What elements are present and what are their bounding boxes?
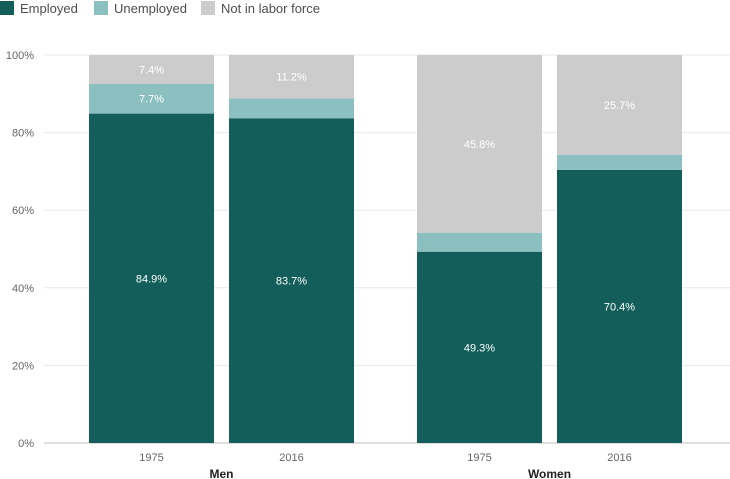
group-label-men: Men — [210, 467, 234, 479]
legend-swatch-unemployed — [94, 1, 108, 15]
data-label: 45.8% — [464, 139, 495, 151]
bar-segment-employed — [557, 169, 682, 443]
y-tick-label: 80% — [12, 128, 34, 140]
y-tick-label: 0% — [18, 438, 34, 450]
bar-segment-unemployed — [557, 154, 682, 170]
y-tick-label: 40% — [12, 283, 34, 295]
y-tick-label: 60% — [12, 205, 34, 217]
data-label: 7.7% — [139, 94, 164, 106]
data-label: 7.4% — [139, 64, 164, 76]
y-axis-ticks: 0% 20% 40% 60% 80% 100% — [6, 50, 34, 450]
legend-swatch-employed — [0, 1, 14, 15]
bar-segment-employed — [89, 113, 214, 443]
legend-swatch-not-in-labor-force — [201, 1, 215, 15]
bar-segment-unemployed — [89, 83, 214, 114]
y-tick-label: 20% — [12, 360, 34, 372]
legend-label-not-in-labor-force: Not in labor force — [221, 1, 320, 16]
data-label: 11.2% — [276, 72, 307, 84]
group-label-women: Women — [528, 467, 571, 479]
bar-segment-not-in-labor-force — [557, 55, 682, 155]
x-tick-label: 2016 — [279, 452, 303, 464]
bar-segment-not-in-labor-force — [89, 55, 214, 84]
legend: Employed Unemployed Not in labor force — [0, 1, 320, 16]
bar-segment-employed — [417, 251, 542, 443]
data-label: 83.7% — [276, 276, 307, 288]
y-tick-label: 100% — [6, 50, 34, 62]
bar-segment-employed — [229, 118, 354, 443]
bar-segment-unemployed — [417, 232, 542, 252]
bars: 84.9% 7.7% 7.4% 83.7% 11.2% 49.3% 45.8% 70.4% 25… — [89, 55, 682, 443]
data-label: 70.4% — [604, 301, 635, 313]
group-labels: Men Women — [210, 467, 572, 479]
x-tick-label: 1975 — [139, 452, 163, 464]
x-tick-label: 1975 — [467, 452, 491, 464]
bar-segment-not-in-labor-force — [417, 55, 542, 233]
x-tick-label: 2016 — [607, 452, 631, 464]
legend-label-employed: Employed — [20, 1, 78, 16]
data-label: 84.9% — [136, 273, 167, 285]
data-label: 25.7% — [604, 100, 635, 112]
legend-label-unemployed: Unemployed — [114, 1, 187, 16]
bar-segment-not-in-labor-force — [229, 55, 354, 99]
x-axis-labels: 1975 2016 1975 2016 — [139, 452, 631, 464]
data-label: 49.3% — [464, 342, 495, 354]
bar-segment-unemployed — [229, 98, 354, 119]
